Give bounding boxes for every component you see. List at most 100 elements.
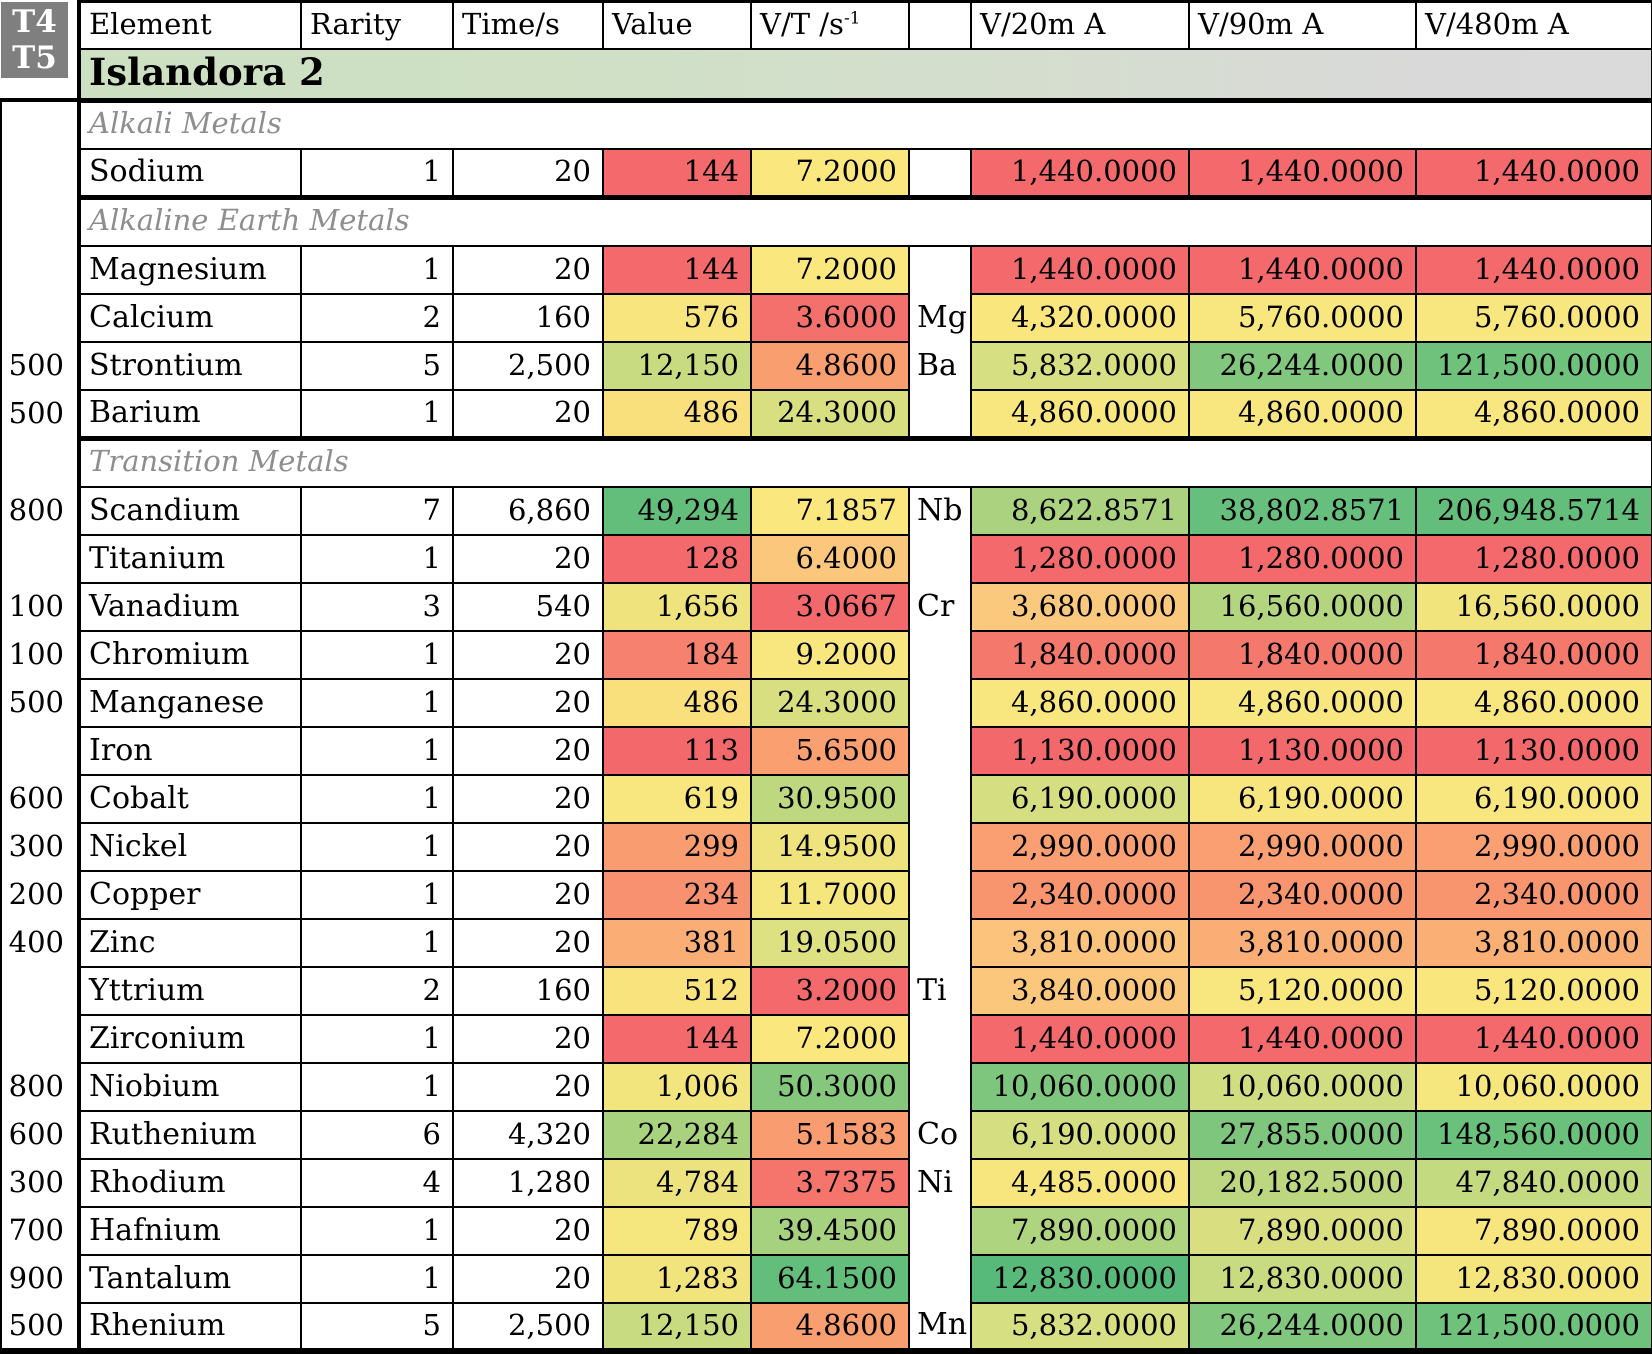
v480-cell: 10,060.0000 [1415,1062,1652,1112]
v90-cell: 1,440.0000 [1188,148,1417,198]
element-name-cell: Vanadium [78,582,302,632]
table-row: Titanium 1 20 128 6.4000 1,280.0000 1,280.0000… [0,534,1652,584]
v480-cell: 121,500.0000 [1415,341,1652,391]
vt-cell: 7.2000 [750,1014,910,1064]
v20-cell: 7,890.0000 [970,1206,1190,1256]
vt-cell: 3.2000 [750,966,910,1016]
v90-cell: 4,860.0000 [1188,678,1417,728]
section-header: Alkali Metals [78,97,1652,150]
symbol-cell [909,390,971,438]
symbol-cell: Ba [909,342,971,390]
time-cell: 2,500 [452,341,604,391]
v90-cell: 2,340.0000 [1188,870,1417,920]
time-cell: 2,500 [452,1302,604,1354]
element-name-cell: Niobium [78,1062,302,1112]
element-name-cell: Iron [78,726,302,776]
v20-cell: 4,860.0000 [970,678,1190,728]
gutter-value [0,294,81,342]
gutter-value: 300 [0,1159,81,1207]
value-cell: 576 [602,293,752,343]
symbol-cell: Nb [909,487,971,535]
rarity-cell: 5 [300,341,454,391]
v480-cell: 1,440.0000 [1415,1014,1652,1064]
element-name-cell: Yttrium [78,966,302,1016]
column-header-vt: V/T /s-1 [750,0,910,50]
value-cell: 1,283 [602,1254,752,1304]
v20-cell: 3,840.0000 [970,966,1190,1016]
gutter-cell [0,100,81,149]
vt-cell: 11.7000 [750,870,910,920]
v20-cell: 6,190.0000 [970,774,1190,824]
v480-cell: 206,948.5714 [1415,486,1652,536]
symbol-cell [909,631,971,679]
element-name-cell: Strontium [78,341,302,391]
element-name-cell: Cobalt [78,774,302,824]
rarity-cell: 1 [300,678,454,728]
time-cell: 20 [452,1062,604,1112]
vt-cell: 4.8600 [750,1302,910,1354]
v20-cell: 6,190.0000 [970,1110,1190,1160]
v20-cell: 1,130.0000 [970,726,1190,776]
table-row: 400 Zinc 1 20 381 19.0500 3,810.0000 3,810.0000… [0,918,1652,968]
rarity-cell: 1 [300,389,454,439]
element-name-cell: Tantalum [78,1254,302,1304]
vt-cell: 7.2000 [750,245,910,295]
vt-cell: 7.1857 [750,486,910,536]
v480-cell: 1,280.0000 [1415,534,1652,584]
v90-cell: 20,182.5000 [1188,1158,1417,1208]
value-cell: 12,150 [602,341,752,391]
vt-cell: 9.2000 [750,630,910,680]
v480-cell: 121,500.0000 [1415,1302,1652,1354]
v480-cell: 148,560.0000 [1415,1110,1652,1160]
table-row: Magnesium 1 20 144 7.2000 1,440.0000 1,440.000… [0,245,1652,295]
rarity-cell: 6 [300,1110,454,1160]
symbol-cell [909,679,971,727]
v480-cell: 4,860.0000 [1415,389,1652,439]
symbol-cell [909,727,971,775]
gutter-value: 900 [0,1255,81,1303]
section-row: Alkali Metals [0,97,1652,150]
rarity-cell: 1 [300,774,454,824]
corner-cell: T4 T5 [1,1,81,102]
v20-cell: 3,680.0000 [970,582,1190,632]
table-row: 100 Chromium 1 20 184 9.2000 1,840.0000 1,840.0… [0,630,1652,680]
v90-cell: 26,244.0000 [1188,1302,1417,1354]
table-row: 200 Copper 1 20 234 11.7000 2,340.0000 2,340.00… [0,870,1652,920]
value-cell: 1,006 [602,1062,752,1112]
gutter-cell [0,438,81,487]
v480-cell: 16,560.0000 [1415,582,1652,632]
v20-cell: 12,830.0000 [970,1254,1190,1304]
rarity-cell: 1 [300,630,454,680]
v480-cell: 4,860.0000 [1415,678,1652,728]
symbol-cell [909,919,971,967]
time-cell: 20 [452,630,604,680]
v20-cell: 4,320.0000 [970,293,1190,343]
v90-cell: 2,990.0000 [1188,822,1417,872]
vt-cell: 14.9500 [750,822,910,872]
rarity-cell: 3 [300,582,454,632]
section-row: Transition Metals [0,435,1652,488]
element-name-cell: Rhodium [78,1158,302,1208]
v480-cell: 6,190.0000 [1415,774,1652,824]
vt-cell: 3.6000 [750,293,910,343]
table-row: 600 Cobalt 1 20 619 30.9500 6,190.0000 6,190.00… [0,774,1652,824]
element-name-cell: Nickel [78,822,302,872]
rarity-cell: 1 [300,1206,454,1256]
v90-cell: 16,560.0000 [1188,582,1417,632]
vt-cell: 24.3000 [750,389,910,439]
symbol-cell [909,823,971,871]
vt-cell: 6.4000 [750,534,910,584]
gutter-value: 100 [0,631,81,679]
column-header-v480: V/480m A [1415,0,1652,50]
table-row: 700 Hafnium 1 20 789 39.4500 7,890.0000 7,890.0… [0,1206,1652,1256]
time-cell: 20 [452,1206,604,1256]
section-row: Alkaline Earth Metals [0,194,1652,247]
column-header-symbol [908,0,972,50]
rarity-cell: 1 [300,1254,454,1304]
gutter-value [0,149,81,197]
time-cell: 20 [452,726,604,776]
symbol-cell: Ti [909,967,971,1015]
v90-cell: 3,810.0000 [1188,918,1417,968]
v480-cell: 5,120.0000 [1415,966,1652,1016]
table-row: 100 Vanadium 3 540 1,656 3.0667 Cr 3,680.0000 16… [0,582,1652,632]
